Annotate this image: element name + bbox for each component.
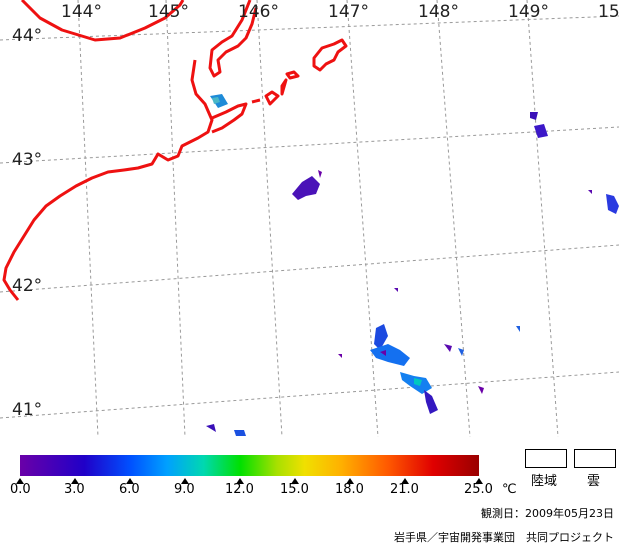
colorbar-tick xyxy=(346,478,354,484)
sst-patch xyxy=(414,378,422,386)
sst-patch xyxy=(588,190,592,194)
sst-patch xyxy=(606,194,619,214)
colorbar-tick xyxy=(401,478,409,484)
hokkaido-north-coast xyxy=(20,0,185,42)
colorbar-label: 18.0 xyxy=(335,482,364,497)
latitude-label: 44° xyxy=(12,26,43,46)
colorbar-unit: ℃ xyxy=(502,482,517,497)
sst-patch xyxy=(292,176,320,200)
colorbar-tick xyxy=(181,478,189,484)
colorbar-tick xyxy=(126,478,134,484)
colorbar-tick xyxy=(291,478,299,484)
sst-patch xyxy=(534,124,548,138)
longitude-label: 15 xyxy=(598,2,619,22)
sst-patch xyxy=(444,344,452,352)
cloud-legend-box xyxy=(574,449,616,468)
colorbar-label: 0.0 xyxy=(10,482,31,497)
nemuro-coast xyxy=(2,59,214,301)
colorbar-label: 12.0 xyxy=(225,482,254,497)
land-legend-label: 陸域 xyxy=(531,474,558,489)
sst-patches xyxy=(206,94,619,436)
longitude-label: 149° xyxy=(508,2,549,22)
kunashir-small xyxy=(285,70,300,80)
sst-patch xyxy=(374,324,388,350)
colorbar-tick xyxy=(16,478,24,484)
sst-patch xyxy=(234,430,246,436)
sst-patch xyxy=(212,97,220,104)
lon-line-144 xyxy=(77,0,99,438)
lon-line-149 xyxy=(526,0,559,438)
longitude-label: 148° xyxy=(418,2,459,22)
coastline xyxy=(2,0,348,301)
sst-patch xyxy=(394,288,398,292)
sst-patch xyxy=(478,386,484,394)
sst-patch xyxy=(458,348,464,356)
map-canvas xyxy=(0,0,619,438)
longitude-label: 147° xyxy=(328,2,369,22)
colorbar-label: 25.0 xyxy=(464,482,493,497)
lat-line-42 xyxy=(0,244,619,293)
colorbar-tick xyxy=(236,478,244,484)
sst-map: 144° 145° 146° 147° 148° 149° 15 44° 43°… xyxy=(0,0,619,438)
graticule xyxy=(0,0,619,438)
colorbar-tick xyxy=(475,478,483,484)
colorbar-tick xyxy=(71,478,79,484)
colorbar-label: 3.0 xyxy=(64,482,85,497)
longitude-label: 144° xyxy=(61,2,102,22)
lat-line-41 xyxy=(0,371,619,419)
land-legend-box xyxy=(525,449,567,468)
habomai-islands xyxy=(251,78,288,106)
lat-line-44 xyxy=(0,15,619,41)
shiretoko-peninsula xyxy=(208,0,258,78)
iturup-island xyxy=(312,38,348,72)
sst-patch xyxy=(338,354,342,358)
longitude-label: 145° xyxy=(148,2,189,22)
lon-line-145 xyxy=(165,0,186,438)
colorbar-label: 15.0 xyxy=(280,482,309,497)
latitude-label: 41° xyxy=(12,400,43,420)
observation-date: 観測日：2009年05月23日 xyxy=(481,507,614,520)
colorbar-label: 21.0 xyxy=(390,482,419,497)
nemuro-peninsula xyxy=(211,102,248,134)
sst-patch xyxy=(206,424,216,432)
sst-patch xyxy=(370,344,410,366)
colorbar-label: 6.0 xyxy=(119,482,140,497)
lon-line-147 xyxy=(346,0,379,438)
sst-patch xyxy=(380,350,386,356)
temperature-colorbar xyxy=(20,455,479,476)
sst-patch xyxy=(424,390,438,414)
lon-line-146 xyxy=(256,0,283,438)
sst-patch xyxy=(318,170,322,178)
latitude-label: 43° xyxy=(12,150,43,170)
sst-patch xyxy=(516,326,520,332)
colorbar-label: 9.0 xyxy=(174,482,195,497)
cloud-legend-label: 雲 xyxy=(587,474,601,489)
credit-text: 岩手県／宇宙開発事業団 共同プロジェクト xyxy=(394,531,614,544)
latitude-label: 42° xyxy=(12,276,43,296)
lat-line-43 xyxy=(0,126,619,164)
longitude-label: 146° xyxy=(238,2,279,22)
sst-patch xyxy=(530,112,538,120)
lon-line-148 xyxy=(436,0,471,438)
